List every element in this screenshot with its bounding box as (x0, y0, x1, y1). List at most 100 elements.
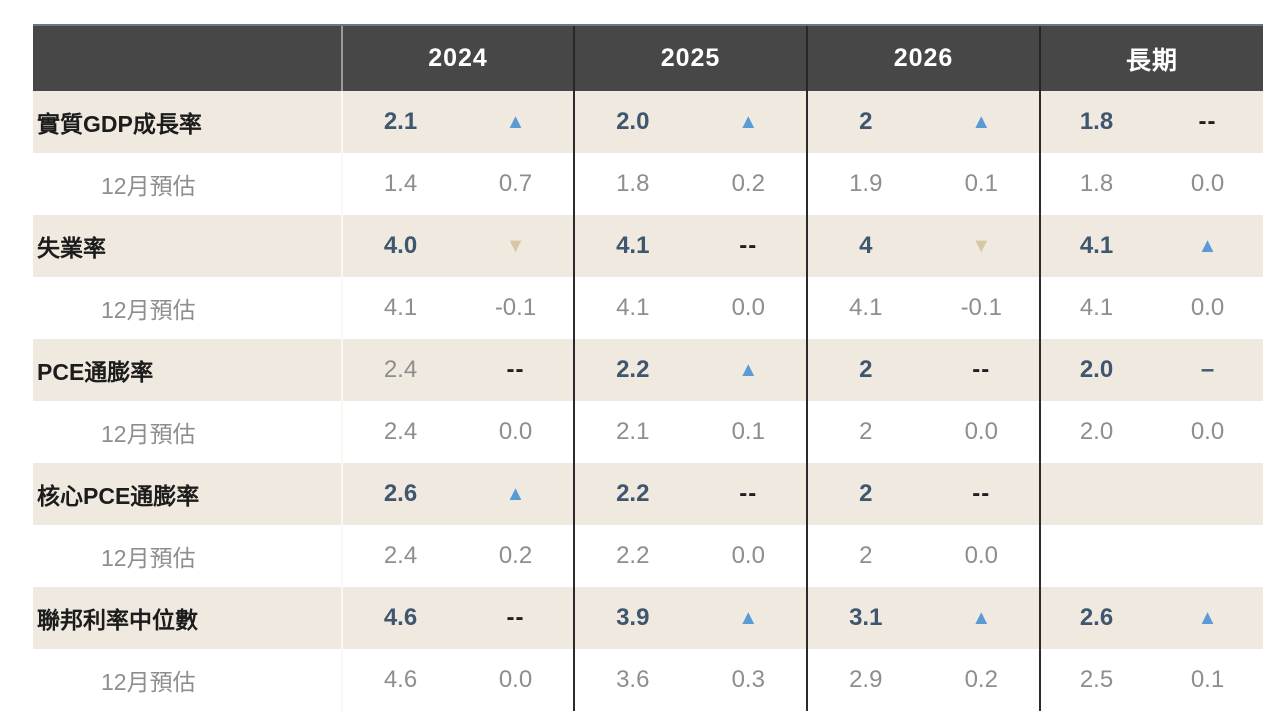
cell-longterm (1039, 463, 1263, 525)
row-label: 12月預估 (101, 669, 196, 695)
value: 4 (859, 232, 873, 259)
row-label: 核心PCE通膨率 (37, 483, 200, 509)
change-value: 0.0 (731, 294, 765, 321)
cell-longterm: 1.8 0.0 (1039, 153, 1263, 215)
cell-longterm: 1.8 -- (1039, 91, 1263, 153)
change-value: -0.1 (960, 294, 1002, 321)
value: 2.2 (616, 542, 650, 569)
value: 3.9 (616, 604, 650, 631)
table-row: 12月預估 4.1 -0.1 4.1 0.0 4.1 -0.1 4.1 0.0 (33, 277, 1263, 339)
cell-2025: 2.0 ▲ (573, 91, 806, 153)
value: 2.0 (616, 108, 650, 135)
value: 4.1 (616, 232, 650, 259)
value: 2 (859, 542, 873, 569)
value: 3.6 (616, 666, 650, 693)
cell-2024: 2.6 ▲ (341, 463, 573, 525)
value: 2 (859, 418, 873, 445)
value: 2.1 (616, 418, 650, 445)
cell-2024: 4.6 0.0 (341, 649, 573, 711)
table-row: PCE通膨率 2.4 -- 2.2 ▲ 2 -- 2.0 – (33, 339, 1263, 401)
change-value: 0.2 (731, 170, 765, 197)
value: 1.4 (383, 170, 418, 197)
cell-2024: 2.1 ▲ (341, 91, 573, 153)
change-indicator: ▼ (971, 234, 992, 257)
cell-2024: 2.4 0.2 (341, 525, 573, 587)
cell-longterm (1039, 525, 1263, 587)
value: 2.6 (1079, 604, 1114, 631)
value: 2.2 (616, 356, 650, 383)
value: 4.1 (849, 294, 883, 321)
change-indicator: -- (1198, 108, 1217, 135)
change-value: 0.1 (1190, 666, 1225, 693)
cell-2026: 4.1 -0.1 (806, 277, 1039, 339)
cell-2026: 2 0.0 (806, 525, 1039, 587)
cell-2025: 2.1 0.1 (573, 401, 806, 463)
cell-2024: 2.4 0.0 (341, 401, 573, 463)
row-label: 12月預估 (101, 297, 196, 323)
change-value: 0.0 (1190, 170, 1225, 197)
change-value: 0.2 (498, 542, 533, 569)
change-value: 0.0 (964, 542, 998, 569)
cell-2025: 1.8 0.2 (573, 153, 806, 215)
cell-2026: 2 -- (806, 463, 1039, 525)
table-row: 核心PCE通膨率 2.6 ▲ 2.2 -- 2 -- (33, 463, 1263, 525)
cell-2026: 2 0.0 (806, 401, 1039, 463)
change-value: 0.0 (498, 666, 533, 693)
cell-longterm: 4.1 ▲ (1039, 215, 1263, 277)
value: 1.9 (849, 170, 883, 197)
row-label: 12月預估 (101, 173, 196, 199)
header-cell-blank (33, 26, 341, 91)
cell-2026: 3.1 ▲ (806, 587, 1039, 649)
table-row: 12月預估 2.4 0.2 2.2 0.0 2 0.0 (33, 525, 1263, 587)
cell-2025: 3.6 0.3 (573, 649, 806, 711)
cell-2025: 2.2 0.0 (573, 525, 806, 587)
table-row: 實質GDP成長率 2.1 ▲ 2.0 ▲ 2 ▲ 1.8 -- (33, 91, 1263, 153)
value: 4.6 (383, 604, 418, 631)
value: 2 (859, 108, 873, 135)
cell-2026: 2.9 0.2 (806, 649, 1039, 711)
value: 2.6 (383, 480, 418, 507)
row-label: 12月預估 (101, 545, 196, 571)
header-cell-2024: 2024 (341, 26, 573, 91)
change-value: 0.0 (1190, 418, 1225, 445)
cell-2026: 4 ▼ (806, 215, 1039, 277)
value: 4.0 (383, 232, 418, 259)
row-label: 12月預估 (101, 421, 196, 447)
change-indicator: ▲ (738, 358, 759, 381)
change-indicator: ▲ (971, 110, 992, 133)
change-indicator: ▲ (505, 482, 526, 505)
cell-2025: 2.2 -- (573, 463, 806, 525)
cell-2025: 4.1 -- (573, 215, 806, 277)
value: 1.8 (1079, 108, 1114, 135)
change-value: 0.0 (731, 542, 765, 569)
header-cell-2026: 2026 (806, 26, 1039, 91)
cell-2025: 3.9 ▲ (573, 587, 806, 649)
header-cell-longterm: 長期 (1039, 26, 1263, 91)
value: 2.0 (1079, 418, 1114, 445)
row-label: PCE通膨率 (37, 359, 154, 385)
value: 4.1 (1079, 294, 1114, 321)
cell-2026: 2 -- (806, 339, 1039, 401)
change-value: 0.0 (964, 418, 998, 445)
cell-longterm: 4.1 0.0 (1039, 277, 1263, 339)
table-header: 2024 2025 2026 長期 (33, 24, 1263, 91)
change-indicator: -- (739, 232, 758, 259)
value: 4.1 (1079, 232, 1114, 259)
header-cell-2025: 2025 (573, 26, 806, 91)
cell-2024: 4.1 -0.1 (341, 277, 573, 339)
value: 1.8 (616, 170, 650, 197)
value: 2.4 (383, 418, 418, 445)
change-indicator: -- (739, 480, 758, 507)
value: 2 (859, 480, 873, 507)
value: 1.8 (1079, 170, 1114, 197)
cell-2025: 4.1 0.0 (573, 277, 806, 339)
table-row: 12月預估 1.4 0.7 1.8 0.2 1.9 0.1 1.8 0.0 (33, 153, 1263, 215)
change-value: 0.2 (964, 666, 998, 693)
cell-longterm: 2.5 0.1 (1039, 649, 1263, 711)
change-indicator: ▲ (1197, 234, 1218, 257)
value: 2.2 (616, 480, 650, 507)
change-indicator: ▲ (971, 606, 992, 629)
change-indicator: -- (972, 480, 991, 507)
value: 2.4 (383, 542, 418, 569)
cell-2024: 2.4 -- (341, 339, 573, 401)
